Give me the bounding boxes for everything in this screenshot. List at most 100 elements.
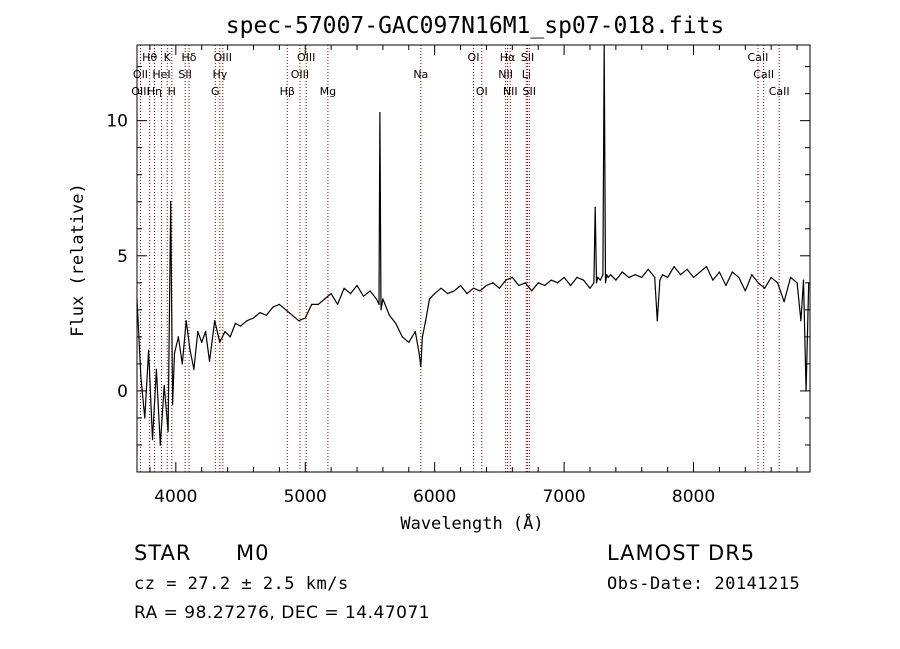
spectrum-point — [770, 276, 772, 278]
spectrum-point — [408, 341, 410, 343]
spectral-line-label: OIII — [291, 68, 309, 81]
spectrum-point — [324, 298, 326, 300]
spectrum-point — [524, 282, 526, 284]
spectrum-point — [531, 290, 533, 292]
y-tick-label: 5 — [117, 247, 128, 267]
spectrum-point — [673, 266, 675, 268]
spectrum-point — [654, 276, 656, 278]
spectrum-point — [380, 309, 382, 311]
spectrum-point — [718, 271, 721, 273]
spectrum-point — [595, 282, 598, 284]
y-tick-label: 10 — [106, 112, 128, 132]
spectrum-point — [570, 284, 572, 287]
x-axis-label: Wavelength (Å) — [400, 512, 543, 534]
spectrum-point — [167, 430, 169, 433]
observation-date: Obs-Date: 20141215 — [607, 574, 801, 594]
spectrum-point — [337, 303, 339, 305]
spectral-line-label: K — [164, 51, 172, 64]
spectrum-point — [193, 368, 195, 370]
spectrum-point — [621, 271, 623, 273]
spectral-line-label: OIII — [297, 51, 315, 64]
spectrum-point — [610, 274, 612, 276]
spectrum-point — [401, 336, 403, 338]
spectrum-point — [557, 282, 559, 284]
spectrum-point — [151, 439, 154, 441]
spectrum-point — [425, 320, 427, 322]
spectrum-point — [414, 330, 416, 333]
x-tick-label: 7000 — [542, 487, 585, 507]
spectrum-point — [599, 279, 601, 281]
spectrum-point — [177, 336, 179, 338]
spectrum-point — [382, 298, 384, 300]
spectrum-point — [378, 303, 380, 305]
spectrum-point — [434, 293, 436, 295]
spectral-line-label: OIII — [131, 85, 149, 98]
spectrum-point — [692, 276, 695, 278]
spectrum-point — [659, 279, 661, 281]
spectral-line-label: HeI — [152, 68, 170, 81]
spectral-line-label: OIII — [214, 51, 232, 64]
spectrum-point — [140, 376, 142, 378]
spectrum-point — [731, 271, 733, 273]
chart-title: spec-57007-GAC097N16M1_sp07-018.fits — [226, 13, 725, 39]
spectrum-point — [607, 276, 609, 278]
spectrum-point — [246, 320, 248, 322]
spectrum-point — [420, 366, 422, 368]
spectrum-point — [602, 274, 604, 276]
spectrum-point — [181, 363, 183, 365]
spectral-line-label: SII — [178, 68, 191, 81]
spectrum-point — [369, 290, 371, 292]
spectral-line-label: Li — [522, 68, 531, 81]
y-axis: 0 5 10 — [106, 66, 810, 446]
spectral-line-label: Hγ — [212, 68, 227, 81]
spectrum-point — [550, 279, 552, 281]
plot-frame — [136, 44, 811, 473]
spectrum-point — [705, 266, 708, 268]
spectrum-point — [661, 274, 664, 276]
spectrum-point — [170, 201, 172, 203]
x-tick-label: 6000 — [413, 487, 456, 507]
spectrum-point — [197, 330, 199, 333]
spectrum-point — [751, 274, 753, 276]
spectrum-point — [252, 317, 255, 319]
survey-name: LAMOST DR5 — [607, 541, 756, 565]
spectrum-point — [492, 282, 494, 284]
spectral-line-label: Hδ — [182, 51, 197, 64]
spectrum-point — [511, 276, 513, 278]
spectral-line-label: Hθ — [142, 51, 157, 64]
redshift-readout: cz = 27.2 ± 2.5 km/s — [134, 574, 349, 594]
spectrum-point — [208, 360, 211, 362]
spectrum-point — [800, 320, 802, 322]
spectral-line-label: H — [168, 85, 176, 98]
spectrum-point — [777, 282, 779, 284]
spectral-line-label: Hα — [500, 51, 516, 64]
spectrum-point — [330, 293, 332, 295]
spectrum-point — [163, 384, 165, 387]
spectrum-point — [466, 293, 468, 295]
object-subclass: M0 — [236, 541, 270, 565]
spectral-line-label: SII — [523, 85, 536, 98]
spectrum-point — [356, 284, 358, 287]
spectrum-point — [790, 276, 792, 278]
spectrum-point — [219, 341, 221, 343]
spectral-line-label: Hη — [147, 85, 162, 98]
spectrum-point — [498, 287, 500, 289]
spectrum-point — [594, 206, 596, 208]
spectrum-point — [764, 287, 766, 289]
spectrum-point — [593, 282, 595, 284]
spectrum-point — [185, 320, 187, 322]
spectrum-point — [148, 349, 150, 351]
spectrum-point — [418, 352, 420, 354]
spectrum-point — [379, 112, 381, 114]
spectral-line-label: NII — [503, 85, 518, 98]
spectrum-point — [189, 349, 191, 351]
spectrum-point — [744, 290, 746, 292]
spectrum-point — [472, 287, 475, 289]
spectrum-point — [278, 303, 280, 305]
spectral-line-label: Mg — [320, 85, 336, 98]
spectrum-point — [375, 298, 377, 300]
spectral-line-label: NII — [498, 68, 513, 81]
spectrum-point — [460, 284, 462, 287]
spectrum-point — [201, 341, 203, 343]
